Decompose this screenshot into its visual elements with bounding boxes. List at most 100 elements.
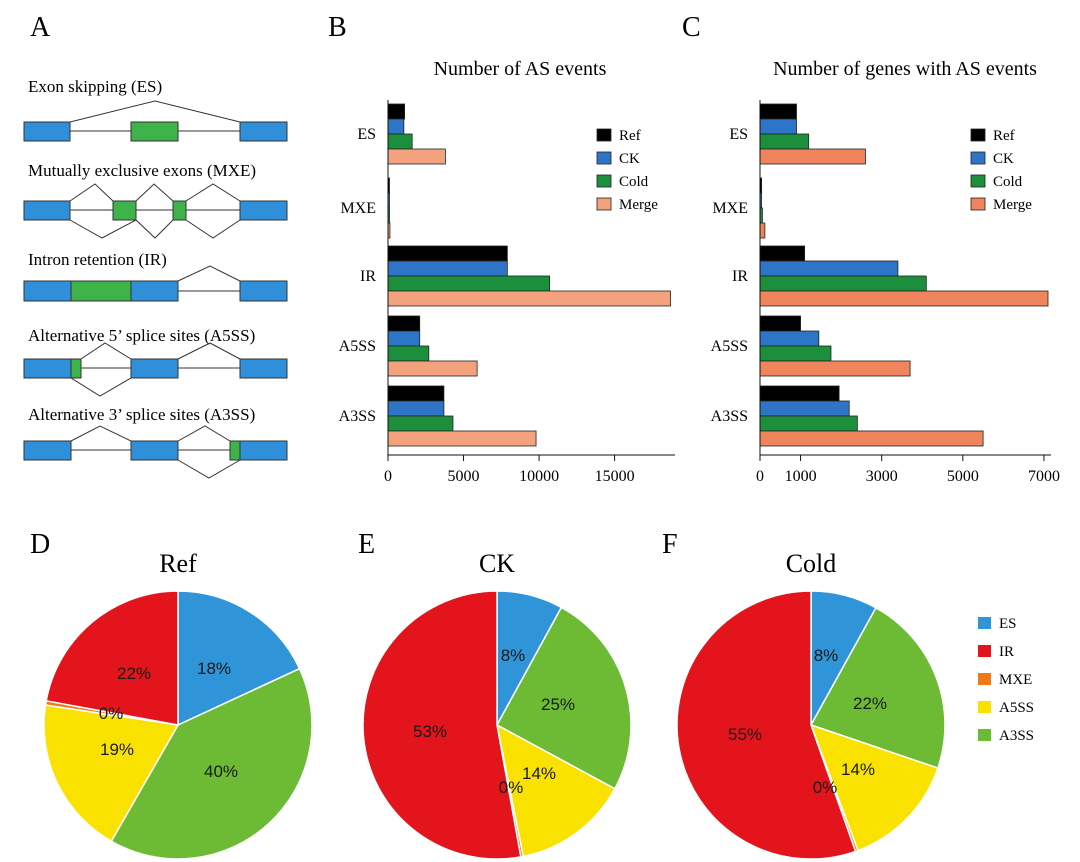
legend-label-ir: IR	[999, 644, 1014, 660]
category-label-mxe: MXE	[340, 200, 376, 217]
schematic-label-es: Exon skipping (ES)	[28, 77, 162, 96]
splice-junction	[135, 183, 174, 202]
bar-cold-es	[387, 133, 413, 150]
pie-label-a3ss: 40%	[204, 762, 238, 781]
pie-title: Ref	[159, 549, 197, 578]
schematic-label-ir: Intron retention (IR)	[28, 250, 167, 269]
pie-label-ir: 53%	[413, 722, 447, 741]
pie-label-mxe: 0%	[99, 704, 124, 723]
pie-label-a5ss: 19%	[100, 740, 134, 759]
panel-label-f: F	[662, 529, 678, 560]
bar-ck-es	[759, 118, 797, 135]
pie-slice-ir	[362, 590, 522, 860]
legend-label-ck: CK	[619, 151, 640, 167]
bar-ck-a3ss	[759, 400, 850, 417]
exon-box	[239, 121, 288, 142]
exon-box	[23, 358, 72, 379]
pie-slice-a3ss	[495, 606, 632, 790]
panel-a-schematics: Exon skipping (ES) Mutually exclusive ex…	[23, 77, 288, 479]
panel-label-d: D	[30, 529, 50, 560]
pie-slice-es	[177, 590, 301, 727]
exon-box	[239, 440, 288, 461]
x-tick-label: 10000	[519, 468, 559, 485]
legend-swatch-ref	[970, 128, 986, 142]
pie-label-ir: 55%	[728, 725, 762, 744]
pie-label-a5ss: 14%	[841, 760, 875, 779]
chart-title: Number of genes with AS events	[773, 58, 1037, 80]
legend-swatch-a5ss	[978, 701, 991, 713]
exon-box	[23, 440, 72, 461]
bar-ck-ir	[387, 260, 508, 277]
pie-chart-ref: Ref 18% 40% 19% 0% 22%	[43, 549, 313, 860]
schematic-label-a5ss: Alternative 5’ splice sites (A5SS)	[28, 326, 255, 345]
bar-chart-genes-with-as: Number of genes with AS events ES MXE IR A5S…	[711, 58, 1060, 485]
legend-swatch-ir	[978, 645, 991, 657]
legend-label-mxe: MXE	[999, 672, 1032, 688]
x-tick-label: 0	[384, 468, 392, 485]
exon-box	[23, 200, 71, 221]
legend-swatch-merge	[596, 197, 612, 211]
schematic-label-mxe: Mutually exclusive exons (MXE)	[28, 161, 256, 180]
x-tick-label: 1000	[785, 468, 817, 485]
pie-label-a3ss: 25%	[541, 695, 575, 714]
bar-ref-a3ss	[387, 385, 445, 402]
splice-junction	[69, 100, 241, 123]
bar-merge-a5ss	[387, 360, 478, 377]
bar-cold-es	[759, 133, 810, 150]
category-label-ir: IR	[360, 268, 376, 285]
splice-junction	[185, 219, 241, 239]
chart-title: Number of AS events	[434, 58, 607, 80]
category-label-a3ss: A3SS	[339, 408, 376, 425]
schematic-a5ss	[23, 342, 288, 397]
exon-box	[130, 440, 179, 461]
pie-label-es: 8%	[501, 646, 526, 665]
schematic-label-a3ss: Alternative 3’ splice sites (A3SS)	[28, 405, 255, 424]
legend-label-ref: Ref	[619, 128, 641, 144]
schematic-es	[23, 100, 288, 142]
schematic-mxe	[23, 183, 288, 239]
schematic-a3ss	[23, 425, 288, 479]
x-tick-label: 7000	[1028, 468, 1060, 485]
exon-box	[23, 121, 71, 142]
category-label-a3ss: A3SS	[711, 408, 748, 425]
panel-label-c: C	[682, 12, 701, 43]
bar-ref-es	[759, 103, 797, 120]
panel-label-e: E	[358, 529, 375, 560]
splice-junction	[80, 342, 132, 360]
exon-box	[130, 280, 179, 302]
pie-label-ir: 22%	[117, 664, 151, 683]
pie-label-mxe: 0%	[813, 778, 838, 797]
splice-junction	[177, 425, 231, 442]
bar-ck-a5ss	[759, 330, 820, 347]
legend-swatch-a3ss	[978, 729, 991, 741]
x-tick-label: 5000	[448, 468, 480, 485]
legend-swatch-cold	[596, 174, 612, 188]
category-label-es: ES	[729, 126, 748, 143]
pie-slice-ir	[676, 590, 857, 860]
retained-intron-box	[70, 280, 132, 302]
splice-junction	[70, 377, 132, 397]
pie-title: Cold	[786, 549, 837, 578]
bar-cold-a5ss	[387, 345, 430, 362]
alt-exon-box	[172, 200, 187, 221]
panel-label-a: A	[30, 12, 51, 43]
splice-junction	[177, 265, 241, 282]
legend-swatch-ref	[596, 128, 612, 142]
pie-slice-a3ss	[809, 606, 946, 770]
bar-merge-a3ss	[387, 430, 537, 447]
pie-slice-a3ss	[110, 667, 313, 860]
alt-splice-site-box	[229, 440, 241, 461]
legend-swatch-merge	[970, 197, 986, 211]
exon-box	[239, 358, 288, 379]
pie-slice-ir	[45, 590, 179, 726]
pie-chart-ck: CK 8% 25% 14%0% 53%	[362, 549, 632, 860]
schematic-ir	[23, 265, 288, 302]
legend-label-a3ss: A3SS	[999, 728, 1034, 744]
alt-exon-box	[130, 121, 179, 142]
bar-cold-ir	[387, 275, 551, 292]
legend-swatch-mxe	[978, 673, 991, 685]
exon-box	[239, 200, 288, 221]
bar-merge-a3ss	[759, 430, 984, 447]
bar-ck-a3ss	[387, 400, 445, 417]
